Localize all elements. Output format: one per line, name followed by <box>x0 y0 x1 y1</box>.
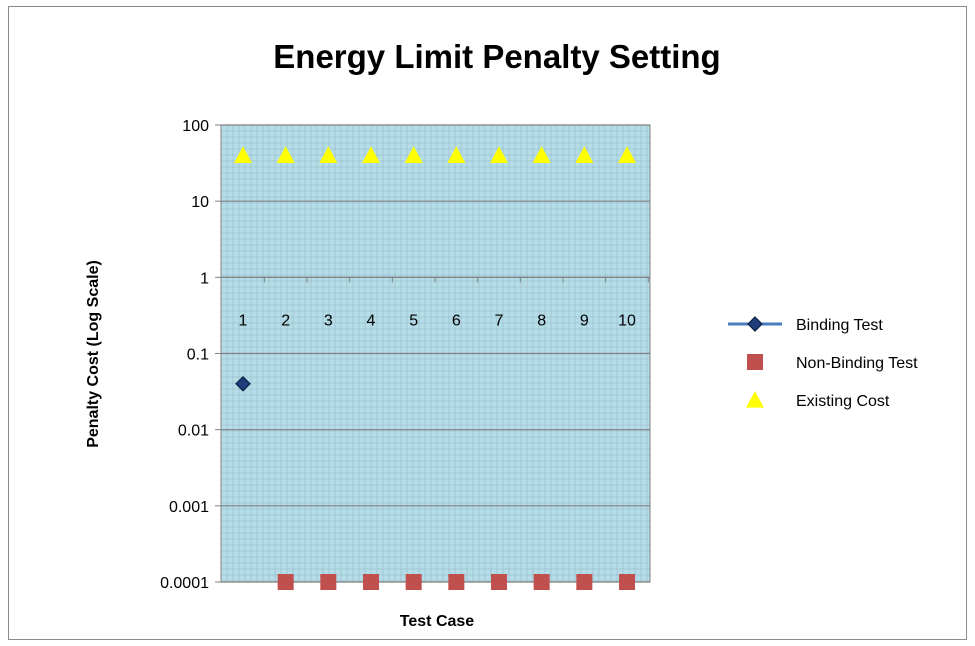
data-point <box>490 146 508 163</box>
x-tick-label: 3 <box>324 312 333 329</box>
legend-marker <box>747 316 763 332</box>
data-point <box>363 574 379 590</box>
y-tick-label: 10 <box>191 194 209 211</box>
data-point <box>447 146 466 163</box>
x-tick-label: 2 <box>281 312 290 329</box>
data-point <box>362 146 380 163</box>
y-tick-label: 0.1 <box>187 347 209 364</box>
data-point <box>276 146 295 163</box>
x-tick-label: 4 <box>367 312 376 329</box>
y-axis-ticks: 0.0001 0.001 0.01 0.1 1 10 100 <box>160 118 221 592</box>
chart-title: Energy Limit Penalty Setting <box>273 38 720 75</box>
x-tick-label: 8 <box>537 312 546 329</box>
data-point <box>575 146 594 163</box>
legend-label: Existing Cost <box>796 393 890 410</box>
series-binding-test <box>235 375 251 392</box>
legend-item: Binding Test <box>728 316 883 334</box>
x-tick-label: 5 <box>409 312 418 329</box>
data-point <box>618 146 636 163</box>
data-point <box>319 146 338 163</box>
data-point <box>533 574 550 590</box>
x-tick-label: 10 <box>618 312 636 329</box>
x-axis-title: Test Case <box>400 613 475 630</box>
x-tick-label: 6 <box>452 312 461 329</box>
data-point <box>404 146 423 163</box>
x-axis-ticks: 1 2 3 4 5 6 7 8 9 10 <box>239 277 649 329</box>
data-point <box>576 574 593 590</box>
series-non-binding-test <box>277 574 635 590</box>
y-tick-label: 0.0001 <box>160 575 209 592</box>
data-point <box>235 375 251 392</box>
y-tick-label: 100 <box>182 118 209 135</box>
data-point <box>234 146 252 163</box>
x-tick-label: 1 <box>239 312 248 329</box>
data-marks <box>234 146 636 590</box>
data-point <box>532 146 551 163</box>
legend: Binding Test Non-Binding Test Existing Cos… <box>728 316 918 410</box>
data-point <box>491 574 507 590</box>
data-point <box>277 574 294 590</box>
data-point <box>448 574 465 590</box>
legend-marker <box>747 354 763 370</box>
legend-item: Existing Cost <box>746 391 890 410</box>
legend-marker <box>746 391 764 408</box>
y-tick-label: 0.001 <box>169 499 209 516</box>
legend-item: Non-Binding Test <box>747 354 918 372</box>
series-existing-cost <box>234 146 636 163</box>
x-tick-label: 9 <box>580 312 589 329</box>
data-point <box>405 574 422 590</box>
y-tick-label: 1 <box>200 270 209 287</box>
data-point <box>619 574 635 590</box>
legend-label: Non-Binding Test <box>796 355 918 372</box>
data-point <box>320 574 337 590</box>
x-tick-label: 7 <box>495 312 504 329</box>
legend-label: Binding Test <box>796 317 883 334</box>
y-tick-label: 0.01 <box>178 423 209 440</box>
y-axis-title: Penalty Cost (Log Scale) <box>85 260 102 448</box>
